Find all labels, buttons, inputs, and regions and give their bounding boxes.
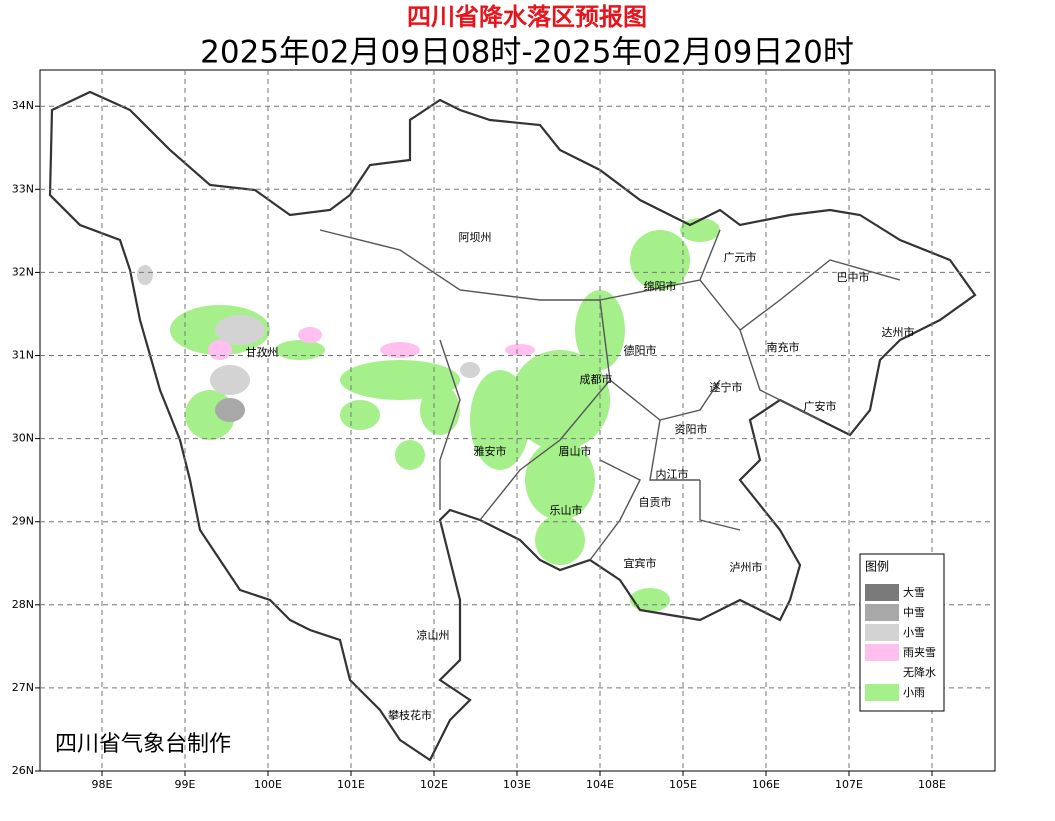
- place-label: 资阳市: [675, 422, 708, 436]
- x-tick-label: 101E: [337, 778, 365, 791]
- legend-swatch: [865, 624, 899, 641]
- credit: 四川省气象台制作: [55, 732, 231, 757]
- place-label: 成都市: [580, 372, 613, 386]
- legend-label: 小雨: [903, 686, 925, 699]
- place-label: 绵阳市: [644, 279, 677, 293]
- x-tick-label: 99E: [175, 778, 196, 791]
- precip-area: [208, 340, 232, 360]
- y-tick-label: 29N: [12, 515, 34, 528]
- precip-area: [215, 315, 265, 345]
- place-label: 攀枝花市: [388, 708, 432, 722]
- province-outline: [48, 90, 977, 762]
- x-tick-label: 98E: [92, 778, 113, 791]
- x-tick-label: 100E: [254, 778, 282, 791]
- place-label: 德阳市: [624, 343, 657, 357]
- precip-area: [575, 290, 625, 370]
- legend-label: 雨夹雪: [903, 646, 936, 659]
- place-label: 宜宾市: [624, 556, 657, 570]
- place-label: 雅安市: [474, 444, 507, 458]
- legend-title: 图例: [865, 560, 889, 574]
- place-label: 泸州市: [730, 560, 763, 574]
- place-label: 达州市: [882, 325, 915, 339]
- place-label: 巴中市: [837, 270, 870, 284]
- legend-label: 无降水: [903, 665, 936, 679]
- legend-swatch: [865, 664, 899, 681]
- precip-area: [420, 385, 460, 435]
- precip-area: [535, 515, 585, 565]
- place-label: 乐山市: [550, 503, 583, 517]
- place-label: 自贡市: [639, 495, 672, 509]
- x-tick-label: 105E: [669, 778, 697, 791]
- city-borders: [319, 229, 901, 561]
- precip-area: [470, 370, 530, 470]
- y-tick-label: 27N: [12, 681, 34, 694]
- x-tick-label: 103E: [503, 778, 531, 791]
- precip-area: [275, 340, 325, 360]
- x-tick-label: 102E: [420, 778, 448, 791]
- place-label: 甘孜州: [246, 345, 279, 359]
- y-tick-label: 34N: [12, 99, 34, 112]
- precip-area: [298, 327, 322, 343]
- precip-area: [630, 588, 670, 612]
- legend-swatch: [865, 644, 899, 661]
- legend-swatch: [865, 584, 899, 601]
- legend-label: 小雪: [903, 626, 925, 639]
- place-label: 阿坝州: [459, 230, 492, 244]
- precip-area: [630, 230, 690, 290]
- place-label: 内江市: [656, 467, 689, 481]
- place-label: 广元市: [724, 250, 757, 264]
- legend-label: 大雪: [903, 585, 925, 599]
- legend-swatch: [865, 604, 899, 621]
- y-tick-label: 33N: [12, 182, 34, 195]
- place-label: 南充市: [767, 340, 800, 354]
- y-tick-label: 32N: [12, 265, 34, 278]
- precip-area: [505, 344, 535, 356]
- title: 四川省降水落区预报图: [407, 3, 647, 31]
- x-tick-label: 106E: [752, 778, 780, 791]
- place-label: 凉山州: [417, 628, 450, 642]
- x-tick-label: 107E: [835, 778, 863, 791]
- place-label: 遂宁市: [710, 380, 743, 394]
- precip-area: [340, 400, 380, 430]
- place-label: 眉山市: [559, 444, 592, 458]
- precip-area: [137, 265, 153, 285]
- precip-area: [215, 398, 245, 422]
- legend-swatch: [865, 684, 899, 701]
- y-tick-label: 30N: [12, 432, 34, 445]
- precip-area: [525, 440, 595, 520]
- precip-area: [210, 365, 250, 395]
- y-tick-label: 28N: [12, 598, 34, 611]
- precip-area: [380, 342, 420, 358]
- precip-area: [510, 350, 610, 450]
- precip-area: [460, 362, 480, 378]
- x-tick-label: 104E: [586, 778, 614, 791]
- precip-area: [680, 218, 720, 242]
- x-tick-label: 108E: [918, 778, 946, 791]
- legend-label: 中雪: [903, 606, 925, 619]
- place-label: 广安市: [804, 399, 837, 413]
- y-tick-label: 26N: [12, 764, 34, 777]
- y-tick-label: 31N: [12, 349, 34, 362]
- precip-areas: [137, 218, 720, 612]
- precip-area: [395, 440, 425, 470]
- subtitle: 2025年02月09日08时-2025年02月09日20时: [200, 35, 854, 71]
